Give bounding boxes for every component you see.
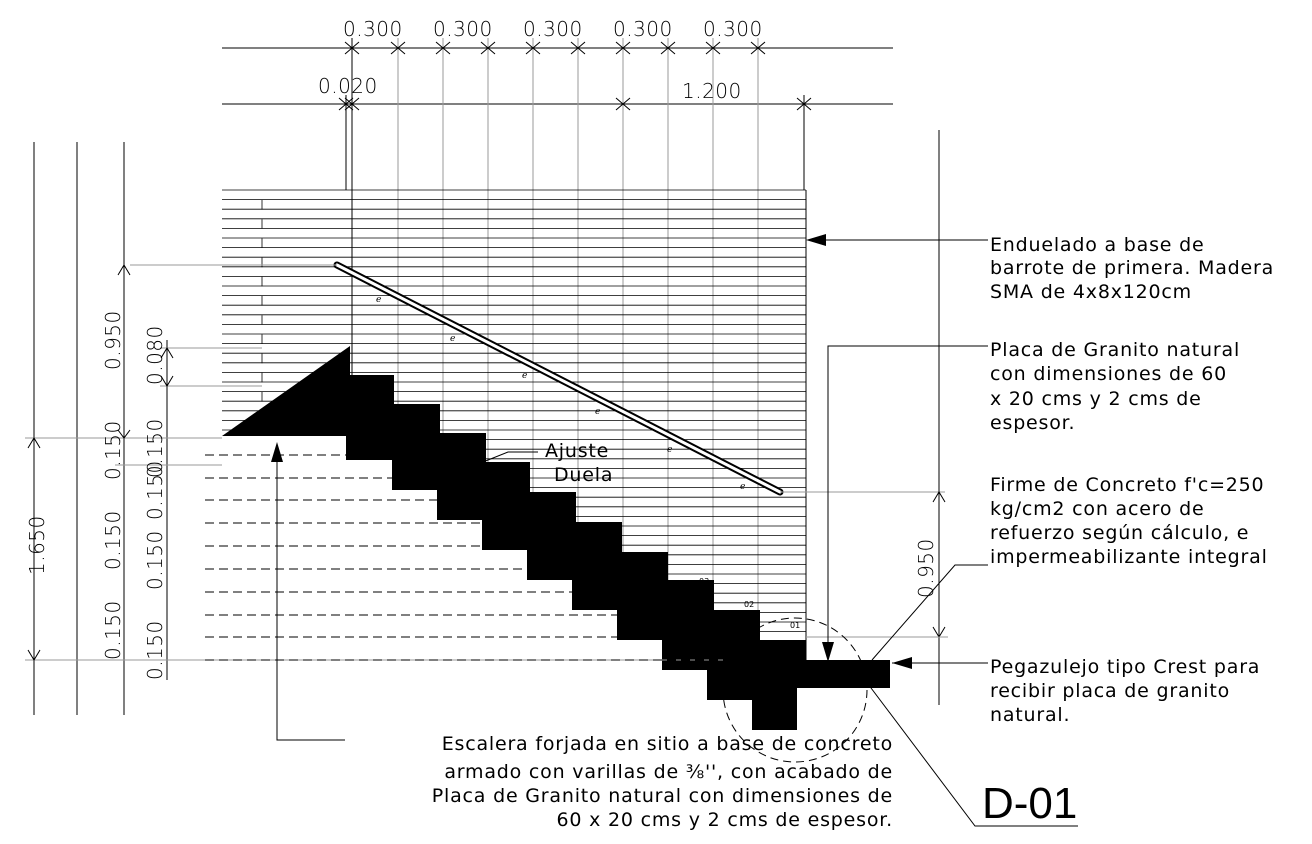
top-dimension-labels: 0.300 0.300 0.300 0.300 0.300 0.020 1.20… (318, 17, 763, 103)
handrail: ℯ ℯ ℯ ℯ ℯ ℯ (130, 261, 945, 496)
svg-text:ℯ: ℯ (667, 445, 672, 455)
note-line: espesor. (990, 412, 1075, 434)
dim-riser: 0.150 (143, 530, 167, 590)
dim-spacing-3: 0.300 (523, 17, 583, 41)
note-ajuste-line: Duela (554, 464, 613, 486)
dim-spacing-2: 0.300 (433, 17, 493, 41)
note-line: 60 x 20 cms y 2 cms de espesor. (557, 809, 893, 831)
note-line: refuerzo según cálculo, e (990, 522, 1249, 544)
note-line: armado con varillas de ⅜'', con acabado … (444, 761, 893, 783)
step-number: 09 (428, 471, 438, 480)
dim-handrail-gap: 0.080 (143, 325, 167, 385)
svg-text:ℯ: ℯ (522, 371, 527, 381)
note-line: natural. (990, 704, 1070, 726)
dim-span: 1.200 (682, 79, 742, 103)
note-escalera: Escalera forjada en sitio a base de conc… (432, 733, 893, 831)
top-dimension-lines (222, 38, 893, 640)
note-line: impermeabilizante integral (990, 546, 1268, 568)
dim-riser: 0.150 (143, 620, 167, 680)
step-number: 02 (744, 600, 754, 609)
note-line: con dimensiones de 60 (990, 363, 1227, 385)
svg-text:ℯ: ℯ (376, 295, 381, 305)
step-number: 11 (338, 423, 348, 432)
step-numbers: 11 10 09 08 07 06 05 04 03 02 01 (338, 423, 800, 630)
note-ajuste-duela: Ajuste Duela (545, 440, 613, 486)
step-number: 07 (518, 484, 528, 493)
dim-spacing-1: 0.300 (343, 17, 403, 41)
step-number: 10 (383, 446, 393, 455)
step-number: 03 (699, 577, 709, 586)
note-line: x 20 cms y 2 cms de (990, 388, 1202, 410)
dim-right-handrail-height: 0.950 (914, 538, 938, 598)
step-number: 01 (790, 621, 800, 630)
dim-handrail-height: 0.950 (101, 310, 125, 370)
note-line: Pegazulejo tipo Crest para (990, 656, 1260, 678)
step-number: 06 (563, 513, 573, 522)
step-number: 05 (608, 533, 618, 542)
stair-concrete (222, 346, 890, 730)
step-number: 08 (474, 464, 484, 473)
note-enduelado: Enduelado a base de barrote de primera. … (990, 234, 1274, 303)
dim-spacing-5: 0.300 (703, 17, 763, 41)
note-line: recibir placa de granito (990, 680, 1230, 702)
dim-riser: 0.150 (101, 600, 125, 660)
right-dimension: 0.950 (806, 130, 948, 705)
note-line: Placa de Granito natural con dimensiones… (432, 785, 893, 807)
dim-riser: 0.150 (143, 418, 167, 478)
note-firme: Firme de Concreto f'c=250 kg/cm2 con ace… (990, 474, 1268, 568)
dim-riser: 0.150 (101, 420, 125, 480)
note-line: Escalera forjada en sitio a base de conc… (442, 733, 893, 755)
svg-text:ℯ: ℯ (740, 482, 745, 492)
note-line: barrote de primera. Madera (990, 257, 1274, 279)
note-placa: Placa de Granito natural con dimensiones… (990, 339, 1240, 434)
dim-spacing-4: 0.300 (613, 17, 673, 41)
note-line: kg/cm2 con acero de (990, 498, 1205, 520)
note-leaders (271, 234, 1078, 827)
step-number: 04 (654, 553, 664, 562)
dim-riser: 0.150 (101, 510, 125, 570)
note-pegazulejo: Pegazulejo tipo Crest para recibir placa… (990, 656, 1260, 726)
left-dimension-labels: 1.650 0.950 0.080 0.150 0.150 0.150 0.15… (25, 310, 167, 680)
svg-text:ℯ: ℯ (450, 334, 455, 344)
note-line: Placa de Granito natural (990, 339, 1240, 361)
note-line: Enduelado a base de (990, 234, 1204, 256)
detail-tag: D-01 (982, 779, 1077, 828)
detail-callout-circle (722, 617, 868, 763)
note-line: Firme de Concreto f'c=250 (990, 474, 1264, 496)
note-ajuste-line: Ajuste (545, 440, 609, 462)
svg-text:ℯ: ℯ (595, 407, 600, 417)
note-line: SMA de 4x8x120cm (990, 281, 1192, 303)
dim-total-height: 1.650 (25, 515, 49, 575)
dim-offset: 0.020 (318, 74, 378, 98)
dim-riser: 0.150 (143, 460, 167, 520)
